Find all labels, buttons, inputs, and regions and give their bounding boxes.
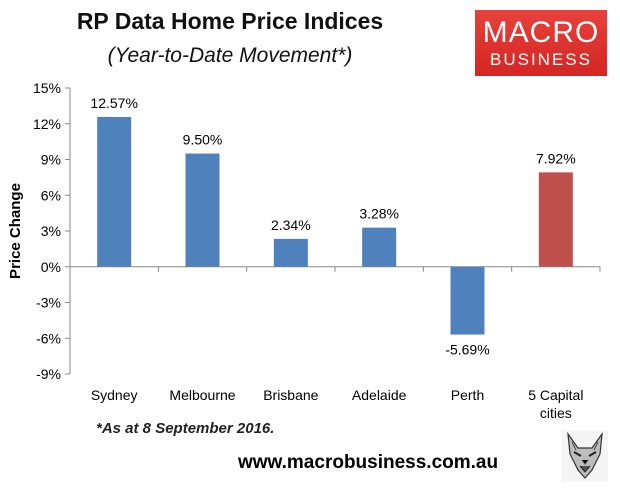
x-category-label: Perth — [451, 387, 484, 403]
data-label: 3.28% — [359, 206, 399, 222]
chart-subtitle: (Year-to-Date Movement*) — [107, 44, 353, 67]
data-label: 12.57% — [90, 95, 137, 111]
y-tick-label: 0% — [41, 259, 61, 275]
data-label: -5.69% — [445, 342, 489, 358]
bar-perth — [450, 266, 485, 335]
data-label: 2.34% — [271, 217, 311, 233]
y-tick-label: 3% — [41, 223, 61, 239]
y-tick-label: -3% — [36, 295, 61, 311]
y-tick-label: 15% — [33, 80, 61, 96]
y-tick-label: 12% — [33, 116, 61, 132]
y-tick-label: -6% — [36, 330, 61, 346]
x-category-label: Brisbane — [263, 387, 318, 403]
website-url: www.macrobusiness.com.au — [238, 452, 499, 473]
x-category-label: 5 Capital — [528, 387, 583, 403]
logo-line1: MACRO — [482, 16, 600, 49]
fox-mascot-icon — [562, 430, 608, 482]
bar-melbourne — [185, 153, 220, 267]
x-category-label: Adelaide — [352, 387, 407, 403]
logo-line2: BUSINESS — [490, 50, 592, 69]
bar-adelaide — [362, 227, 397, 267]
data-label: 9.50% — [183, 132, 223, 148]
x-category-label: Sydney — [91, 387, 138, 403]
chart-title: RP Data Home Price Indices — [76, 8, 384, 34]
y-tick-label: -9% — [36, 366, 61, 382]
x-category-label: Melbourne — [169, 387, 235, 403]
bar-5-capital-cities — [538, 172, 573, 267]
data-label: 7.92% — [536, 150, 576, 166]
bar-sydney — [97, 116, 132, 267]
x-category-label: cities — [540, 405, 572, 421]
footnote: *As at 8 September 2016. — [96, 420, 275, 437]
y-axis-title: Price Change — [7, 183, 24, 279]
y-tick-label: 9% — [41, 152, 61, 168]
bar-brisbane — [273, 238, 308, 267]
y-tick-label: 6% — [41, 187, 61, 203]
macrobusiness-logo: MACRO BUSINESS — [475, 10, 607, 76]
